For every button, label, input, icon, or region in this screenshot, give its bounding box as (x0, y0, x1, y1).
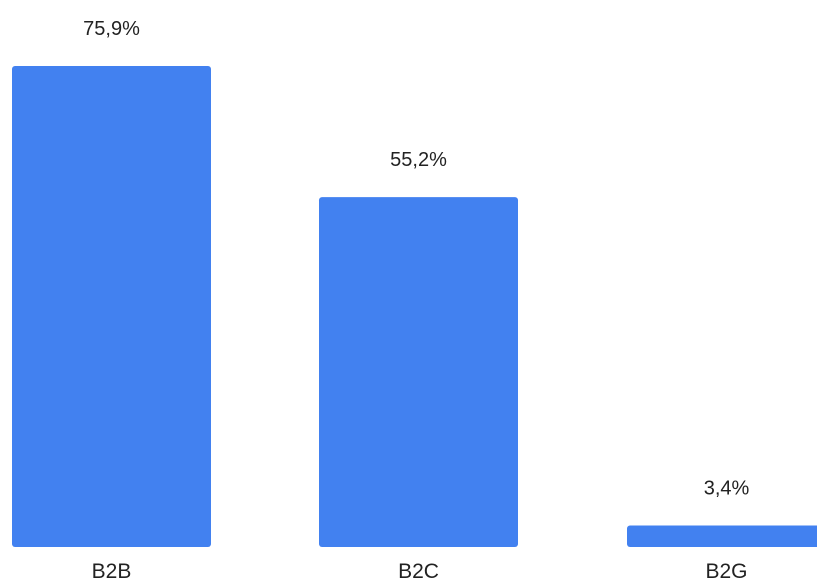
value-label-b2c: 55,2% (390, 149, 447, 171)
bar-b2g (627, 525, 817, 547)
bar-b2c (319, 197, 518, 547)
tick-label-b2c: B2C (398, 560, 439, 583)
tick-label-b2b: B2B (92, 560, 132, 583)
bars-layer (12, 66, 817, 547)
value-label-b2b: 75,9% (83, 18, 140, 40)
category-tick-labels: B2B B2C B2G (92, 560, 748, 583)
bar-b2b (12, 66, 211, 547)
tick-label-b2g: B2G (705, 560, 747, 583)
value-labels-layer: 75,9% 55,2% 3,4% (83, 18, 749, 499)
value-label-b2g: 3,4% (704, 477, 750, 499)
